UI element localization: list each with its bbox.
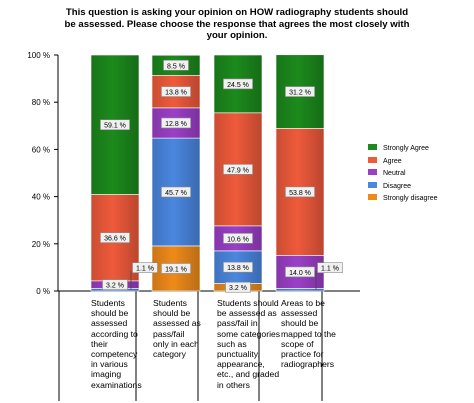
title-line: This question is asking your opinion on …	[65, 7, 409, 18]
data-label-box	[100, 232, 130, 243]
category-label-line: in various	[91, 359, 128, 370]
data-label-box	[285, 266, 315, 278]
legend-item: Strongly disagree	[368, 193, 437, 206]
data-label-box	[161, 117, 191, 129]
category-label-line: examinations	[91, 379, 142, 390]
data-label: 14.0 %	[289, 270, 311, 277]
category-label-line: such as	[217, 338, 247, 349]
data-label-box	[285, 186, 315, 198]
data-label: 1.1 %	[321, 266, 339, 273]
y-tick-label: 100 %	[27, 51, 50, 60]
category-label-line: scope of	[281, 338, 314, 349]
category-label-line: punctuality,	[217, 349, 260, 360]
category-label-line: some categories	[217, 328, 281, 339]
bar-segment	[275, 288, 325, 292]
category-label-line: practice for	[281, 349, 324, 360]
legend-item: Agree	[368, 156, 437, 169]
y-tick-label: 20 %	[32, 240, 50, 249]
data-label: 19.1 %	[165, 266, 187, 273]
data-label: 13.8 %	[227, 265, 249, 272]
legend: Strongly Agree Agree Neutral Disagree Strong…	[368, 143, 437, 206]
data-label: 8.5 %	[167, 63, 185, 70]
category-label: Students should be assessed as pass/fail onl…	[153, 298, 201, 359]
data-label: 45.7 %	[165, 190, 187, 197]
data-label-box	[285, 86, 315, 97]
category-label-line: pass/fail	[153, 328, 185, 339]
data-label-box	[223, 164, 253, 175]
category-label-line: should be	[153, 308, 191, 319]
data-label-box	[161, 186, 191, 198]
data-label: 24.5 %	[227, 82, 249, 89]
category-label-line: appearance,	[217, 359, 265, 370]
data-label: 13.8 %	[165, 90, 187, 97]
category-label-line: assessed	[281, 308, 318, 319]
category-label-line: imaging	[91, 369, 122, 380]
data-label: 10.6 %	[227, 236, 249, 243]
legend-swatch	[368, 144, 377, 151]
legend-swatch	[368, 194, 377, 201]
y-tick-label: 60 %	[32, 145, 50, 154]
data-label: 12.8 %	[165, 121, 187, 128]
data-label-box	[161, 86, 191, 97]
category-label-line: Areas to be	[281, 298, 325, 308]
data-label-box	[223, 78, 253, 90]
legend-label: Disagree	[383, 182, 412, 190]
y-tick-label: 80 %	[32, 98, 50, 107]
data-label-box	[100, 119, 130, 131]
data-label: 3.2 %	[229, 285, 247, 292]
category-label: Areas to be assessed should be mapped to th…	[281, 298, 336, 369]
category-label-line: according to	[91, 328, 138, 339]
category-label-line: in others	[217, 379, 250, 390]
title-line: be assessed. Please choose the response …	[64, 18, 410, 30]
category-label: Students should be assessed as pass/fail i…	[217, 298, 280, 390]
data-label: 59.1 %	[104, 123, 126, 130]
category-label-line: assessed	[91, 318, 128, 329]
category-label-line: their	[91, 338, 108, 349]
data-label: 31.2 %	[289, 90, 311, 97]
category-label-line: Students	[91, 298, 125, 308]
category-label-line: radiographers	[281, 359, 335, 370]
data-label: 47.9 %	[227, 167, 249, 174]
data-label-box	[223, 233, 253, 244]
data-label-box	[161, 263, 191, 274]
category-label-line: pass/fail in	[217, 318, 258, 329]
y-tick-label: 40 %	[32, 193, 50, 202]
data-label: 53.8 %	[289, 190, 311, 197]
category-label-line: should be	[91, 308, 129, 319]
data-label: 3.2 %	[106, 283, 124, 290]
legend-swatch	[368, 169, 377, 176]
data-label-box	[223, 261, 253, 273]
data-label: 1.1 %	[136, 266, 154, 273]
legend-label: Strongly disagree	[383, 195, 438, 202]
data-label-box	[225, 281, 251, 293]
category-label-line: assessed as	[153, 318, 201, 329]
category-label-line: only in each	[153, 338, 199, 349]
data-label-box	[132, 262, 158, 274]
category-label: Students should be assessed according to the…	[91, 298, 142, 390]
legend-item: Neutral	[368, 168, 437, 181]
chart-title: This question is asking your opinion on …	[0, 7, 474, 42]
category-label-line: be assessed as	[217, 308, 277, 319]
legend-item: Strongly Agree	[368, 143, 437, 156]
legend-label: Agree	[383, 157, 402, 165]
legend-swatch	[368, 156, 377, 163]
category-label-line: Students	[153, 298, 187, 308]
title-line: your opinion.	[206, 30, 268, 41]
category-label-line: etc., and graded	[217, 369, 280, 380]
legend-swatch	[368, 181, 377, 188]
legend-item: Disagree	[368, 181, 437, 194]
data-label-box	[102, 279, 128, 290]
data-label-box	[317, 262, 343, 274]
legend-label: Strongly Agree	[383, 145, 429, 152]
category-label-line: mapped to the	[281, 328, 336, 339]
legend-label: Neutral	[383, 170, 406, 177]
category-label-line: should be	[281, 318, 319, 329]
y-tick-label: 0 %	[36, 287, 50, 296]
data-label-box	[163, 59, 189, 71]
category-label-line: Students should	[217, 298, 279, 308]
data-label: 36.6 %	[104, 236, 126, 243]
category-label-line: competency	[91, 349, 138, 360]
category-label-line: category	[153, 349, 186, 360]
